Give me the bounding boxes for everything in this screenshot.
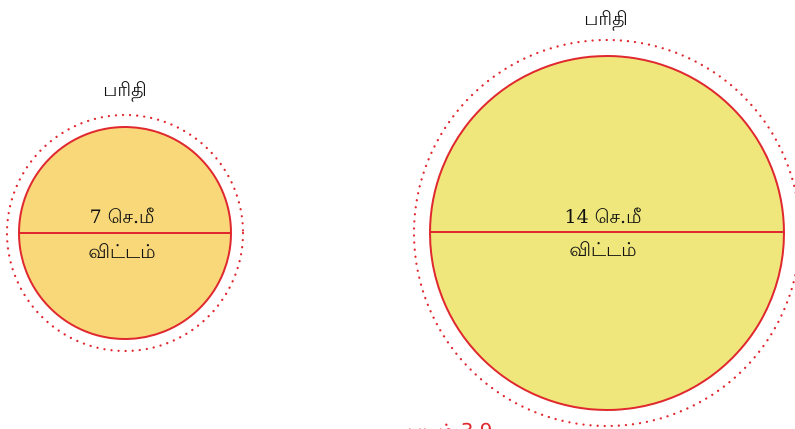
large-circle-diameter-label: விட்டம் — [569, 239, 636, 261]
small-circle-dotted-ring — [5, 113, 245, 353]
small-circle-circumference-label: பரிதி — [103, 79, 146, 102]
small-circle-diameter-value: 7 செ.மீ — [90, 206, 155, 228]
figure-caption: படம் 3.9 — [407, 419, 492, 429]
large-circle-dotted-ring — [412, 38, 795, 428]
large-circle-group: பரிதி 14 செ.மீ விட்டம் — [412, 8, 795, 428]
large-circle-circumference-label: பரிதி — [584, 8, 627, 31]
large-circle-diameter-value: 14 செ.மீ — [565, 206, 642, 228]
small-circle-diameter-label: விட்டம் — [88, 241, 155, 263]
small-circle-group: பரிதி 7 செ.மீ விட்டம் — [5, 79, 245, 353]
